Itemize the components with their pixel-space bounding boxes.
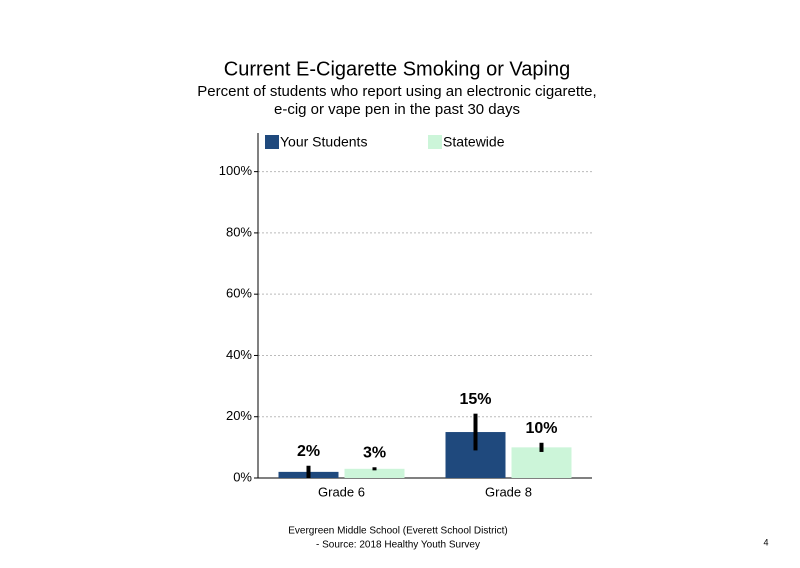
value-label: 15%	[459, 391, 491, 408]
footer: - Source: 2018 Healthy Youth Survey	[316, 540, 480, 551]
legend-label: Statewide	[443, 134, 505, 150]
chart-subtitle: Percent of students who report using an …	[197, 83, 596, 100]
x-tick-label: Grade 6	[318, 484, 365, 499]
value-label: 2%	[297, 443, 320, 460]
bar	[344, 468, 405, 478]
x-tick-label: Grade 8	[485, 484, 532, 499]
y-tick-label: 20%	[226, 408, 252, 423]
y-tick-label: 60%	[226, 286, 252, 301]
y-tick-label: 40%	[226, 347, 252, 362]
y-tick-label: 80%	[226, 224, 252, 239]
legend-swatch	[265, 135, 279, 149]
value-label: 10%	[525, 420, 557, 437]
y-tick-label: 100%	[219, 163, 253, 178]
legend-swatch	[428, 135, 442, 149]
chart-title: Current E-Cigarette Smoking or Vaping	[224, 58, 570, 80]
footer: Evergreen Middle School (Everett School …	[288, 526, 508, 537]
legend-label: Your Students	[280, 134, 367, 150]
bar	[511, 447, 572, 478]
chart-subtitle: e-cig or vape pen in the past 30 days	[274, 101, 520, 118]
y-tick-label: 0%	[233, 469, 252, 484]
value-label: 3%	[363, 444, 386, 461]
page-number: 4	[763, 537, 768, 547]
